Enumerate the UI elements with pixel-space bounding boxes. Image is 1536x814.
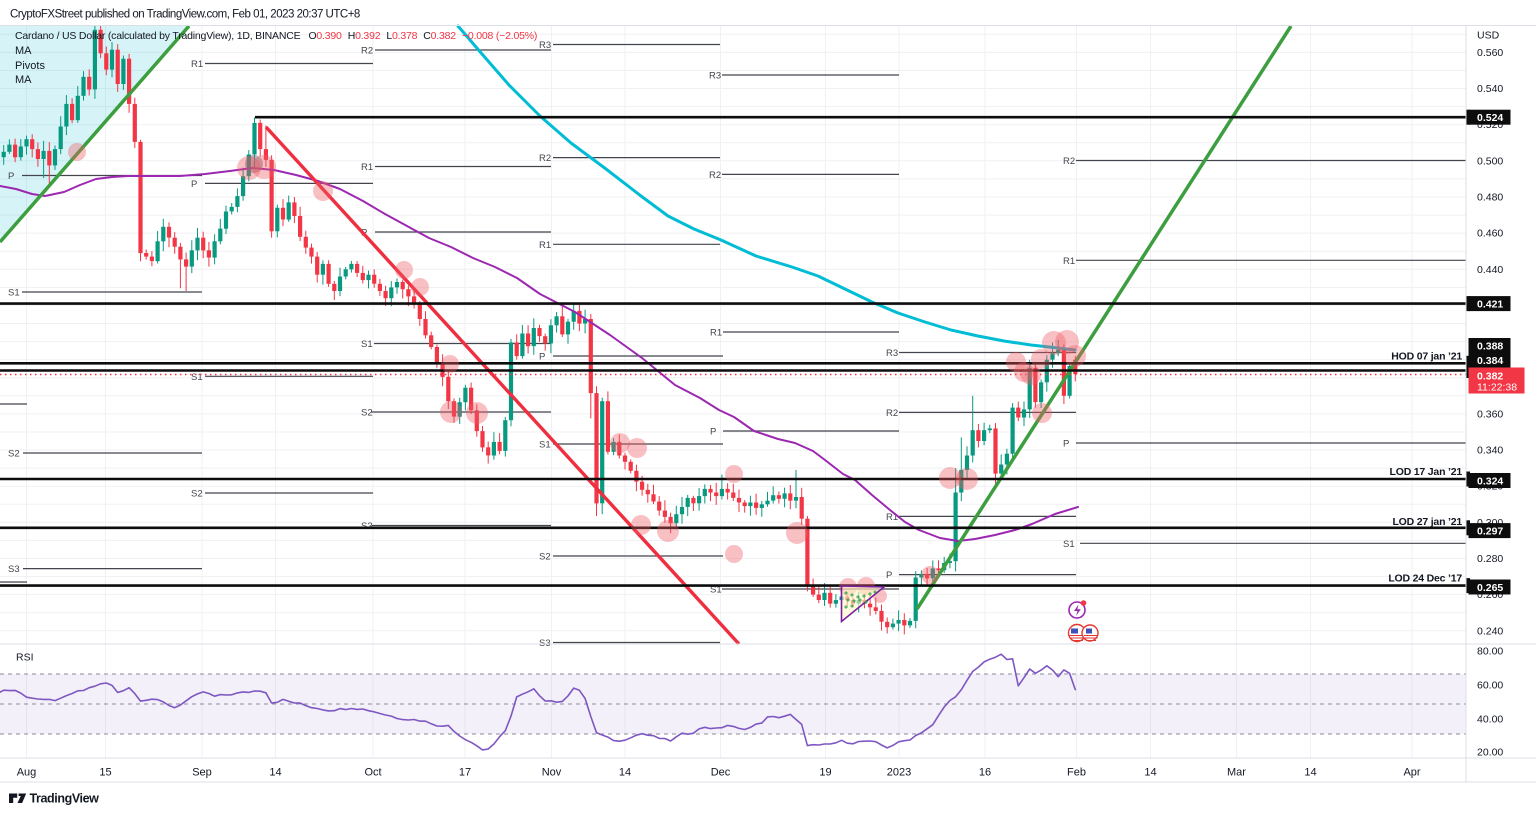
svg-text:Feb: Feb <box>1067 767 1086 779</box>
svg-text:R2: R2 <box>539 153 551 164</box>
svg-text:0.500: 0.500 <box>1477 155 1503 167</box>
svg-text:14: 14 <box>1144 767 1156 779</box>
svg-text:R2: R2 <box>1063 156 1075 167</box>
svg-text:TradingView: TradingView <box>30 792 100 806</box>
svg-text:S2: S2 <box>539 552 551 563</box>
svg-text:0.540: 0.540 <box>1477 83 1503 95</box>
svg-text:15: 15 <box>99 767 111 779</box>
svg-text:R1: R1 <box>886 512 898 523</box>
svg-text:0.360: 0.360 <box>1477 408 1503 420</box>
svg-text:P: P <box>1063 439 1069 450</box>
svg-text:Nov: Nov <box>542 767 562 779</box>
svg-text:0.421: 0.421 <box>1477 298 1503 310</box>
svg-text:17: 17 <box>459 767 471 779</box>
svg-text:S2: S2 <box>8 449 20 460</box>
svg-text:0.240: 0.240 <box>1477 625 1503 637</box>
svg-text:CryptoFXStreet published on Tr: CryptoFXStreet published on TradingView.… <box>10 9 360 21</box>
svg-text:S2: S2 <box>191 489 203 500</box>
svg-text:14: 14 <box>1304 767 1316 779</box>
svg-text:R3: R3 <box>539 40 551 51</box>
svg-text:MA: MA <box>15 45 32 57</box>
svg-text:R2: R2 <box>709 170 721 181</box>
svg-text:S3: S3 <box>8 564 20 575</box>
svg-text:P: P <box>710 427 716 438</box>
svg-text:S1: S1 <box>1063 539 1075 550</box>
svg-text:0.384: 0.384 <box>1477 355 1503 367</box>
svg-text:14: 14 <box>619 767 631 779</box>
svg-text:0.460: 0.460 <box>1477 228 1503 240</box>
svg-text:Apr: Apr <box>1403 767 1420 779</box>
svg-text:0.280: 0.280 <box>1477 553 1503 565</box>
svg-text:Oct: Oct <box>364 767 381 779</box>
svg-text:MA: MA <box>15 74 32 86</box>
svg-text:LOD 24 Dec ’17: LOD 24 Dec ’17 <box>1388 573 1462 585</box>
svg-text:S1: S1 <box>710 585 722 596</box>
svg-text:Sep: Sep <box>192 767 212 779</box>
svg-text:0.560: 0.560 <box>1477 47 1503 59</box>
svg-text:S1: S1 <box>8 288 20 299</box>
svg-text:Aug: Aug <box>17 767 37 779</box>
svg-text:2023: 2023 <box>887 767 911 779</box>
svg-text:R1: R1 <box>710 328 722 339</box>
svg-text:P: P <box>539 352 545 363</box>
svg-text:0.340: 0.340 <box>1477 445 1503 457</box>
svg-text:HOD 07 jan ’21: HOD 07 jan ’21 <box>1391 351 1462 363</box>
svg-text:LOD 27 jan ’21: LOD 27 jan ’21 <box>1392 516 1462 528</box>
svg-text:P: P <box>191 179 197 190</box>
svg-text:40.00: 40.00 <box>1477 714 1503 726</box>
svg-text:P: P <box>8 171 14 182</box>
svg-text:R2: R2 <box>886 408 898 419</box>
svg-text:0.440: 0.440 <box>1477 264 1503 276</box>
svg-text:11:22:38: 11:22:38 <box>1477 382 1517 394</box>
svg-text:0.265: 0.265 <box>1477 582 1503 594</box>
svg-text:Cardano / US Dollar (calculate: Cardano / US Dollar (calculated by Tradi… <box>15 30 537 42</box>
svg-text:R3: R3 <box>886 348 898 359</box>
svg-text:R1: R1 <box>1063 256 1075 267</box>
svg-text:R3: R3 <box>709 71 721 82</box>
svg-text:Pivots: Pivots <box>15 60 45 72</box>
svg-text:P: P <box>886 570 892 581</box>
svg-text:0.480: 0.480 <box>1477 192 1503 204</box>
svg-text:USD: USD <box>1477 30 1500 42</box>
svg-text:0.388: 0.388 <box>1477 340 1503 352</box>
svg-text:Mar: Mar <box>1227 767 1246 779</box>
svg-text:RSI: RSI <box>16 652 34 664</box>
svg-text:S2: S2 <box>361 408 373 419</box>
svg-text:R1: R1 <box>361 162 373 173</box>
svg-text:14: 14 <box>269 767 281 779</box>
svg-text:S1: S1 <box>539 440 551 451</box>
svg-text:R2: R2 <box>361 46 373 57</box>
svg-text:0.524: 0.524 <box>1477 112 1503 124</box>
svg-text:LOD 17 Jan ’21: LOD 17 Jan ’21 <box>1390 466 1463 478</box>
svg-text:60.00: 60.00 <box>1477 680 1503 692</box>
svg-text:20.00: 20.00 <box>1477 747 1503 759</box>
svg-text:R1: R1 <box>539 240 551 251</box>
svg-text:0.297: 0.297 <box>1477 525 1503 537</box>
svg-text:S1: S1 <box>361 339 373 350</box>
svg-text:16: 16 <box>979 767 991 779</box>
svg-text:0.382: 0.382 <box>1477 371 1503 383</box>
svg-text:19: 19 <box>819 767 831 779</box>
svg-text:S1: S1 <box>191 372 203 383</box>
svg-text:R1: R1 <box>191 59 203 70</box>
svg-text:0.324: 0.324 <box>1477 475 1503 487</box>
svg-text:Dec: Dec <box>711 767 731 779</box>
svg-text:80.00: 80.00 <box>1477 646 1503 658</box>
